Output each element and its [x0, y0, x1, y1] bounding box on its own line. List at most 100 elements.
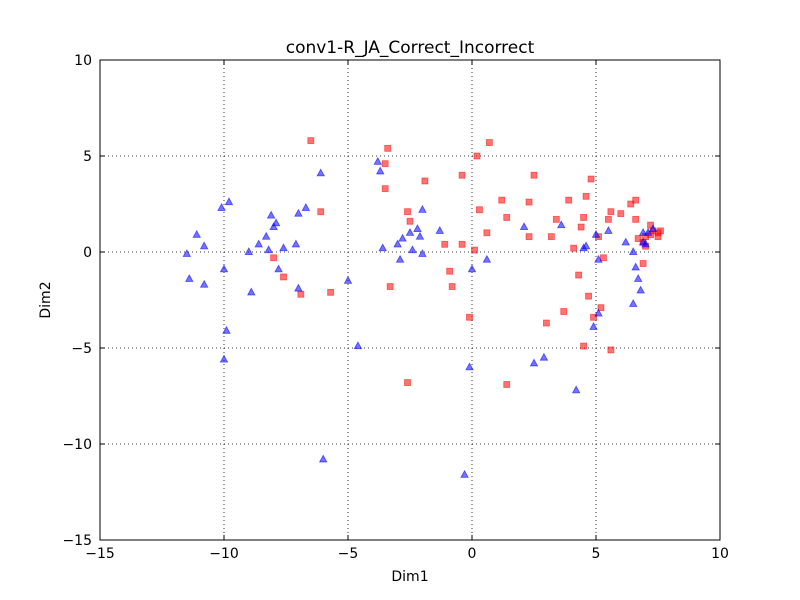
data-point-triangle: [413, 224, 422, 232]
data-point-triangle: [641, 239, 650, 248]
data-point-square: [575, 271, 583, 279]
data-point-square: [582, 192, 590, 200]
y-tick-label: 5: [83, 149, 92, 165]
data-point-triangle: [261, 231, 271, 240]
data-point-triangle: [378, 243, 387, 252]
data-point-triangle: [557, 220, 566, 229]
data-point-triangle: [594, 308, 603, 317]
series-squares: [270, 137, 664, 388]
data-point-square: [421, 177, 429, 185]
grid-lines: [100, 60, 720, 540]
data-point-square: [560, 308, 568, 315]
data-point-square: [307, 137, 315, 145]
data-point-square: [570, 244, 578, 252]
data-point-triangle: [628, 247, 638, 256]
data-point-triangle: [435, 226, 445, 234]
data-point-triangle: [266, 210, 276, 219]
data-point-square: [654, 233, 662, 241]
data-point-triangle: [465, 362, 474, 371]
data-point-triangle: [408, 245, 417, 254]
data-point-triangle: [418, 249, 427, 257]
y-tick-label: −10: [62, 437, 92, 453]
data-point-square: [483, 229, 491, 237]
data-point-square: [386, 283, 394, 290]
data-point-square: [327, 288, 335, 296]
data-point-square: [476, 206, 483, 214]
data-point-square: [580, 342, 587, 350]
data-point-triangle: [482, 254, 492, 263]
data-point-triangle: [279, 243, 288, 252]
data-point-square: [552, 215, 560, 223]
data-point-triangle: [418, 204, 427, 213]
data-point-triangle: [539, 352, 549, 361]
x-tick-labels: −15 −10 −5 0 5 10: [85, 546, 729, 562]
data-point-square: [530, 171, 538, 179]
data-point-triangle: [219, 264, 229, 273]
data-point-triangle: [581, 241, 591, 250]
data-point-square: [458, 240, 466, 248]
data-point-triangle: [519, 222, 529, 231]
data-point-triangle: [460, 469, 469, 478]
data-point-square: [525, 198, 533, 206]
data-point-triangle: [185, 274, 194, 282]
data-point-triangle: [217, 203, 226, 211]
data-point-square: [317, 208, 325, 216]
data-point-triangle: [269, 222, 278, 231]
data-point-triangle: [316, 168, 325, 177]
data-point-triangle: [594, 254, 603, 263]
data-point-square: [404, 208, 411, 216]
data-point-square: [607, 346, 615, 354]
data-point-triangle: [244, 247, 254, 256]
plot-frame: [99, 59, 721, 541]
y-tick-label: −15: [62, 533, 92, 549]
data-point-triangle: [274, 264, 283, 273]
series-triangles: [182, 156, 658, 478]
data-point-square: [404, 379, 411, 386]
data-point-square: [543, 319, 550, 327]
data-point-triangle: [199, 241, 209, 250]
data-point-triangle: [318, 454, 328, 463]
data-point-triangle: [271, 218, 281, 227]
y-tick-label: −5: [71, 341, 92, 357]
data-point-triangle: [571, 385, 581, 394]
data-point-square: [547, 233, 555, 241]
data-point-triangle: [633, 274, 643, 282]
data-point-square: [580, 214, 587, 221]
data-point-triangle: [375, 166, 385, 175]
data-point-triangle: [631, 262, 640, 271]
data-point-square: [597, 304, 605, 312]
data-point-triangle: [621, 237, 631, 246]
x-tick-label: −15: [85, 546, 115, 562]
data-point-square: [448, 283, 456, 290]
data-point-triangle: [343, 275, 353, 284]
data-point-triangle: [291, 239, 301, 248]
y-tick-label: 0: [83, 245, 92, 261]
axis-ticks: [99, 59, 721, 541]
data-point-square: [639, 260, 647, 267]
data-point-triangle: [182, 249, 192, 257]
data-point-triangle: [373, 156, 383, 165]
x-tick-label: 0: [468, 546, 477, 562]
data-point-square: [270, 254, 278, 262]
y-tick-label: 10: [74, 53, 92, 69]
y-tick-labels: −15 −10 −5 0 5 10: [62, 53, 92, 549]
data-point-triangle: [648, 224, 658, 232]
data-point-triangle: [604, 226, 613, 234]
data-point-triangle: [467, 264, 477, 273]
data-point-square: [585, 292, 592, 300]
data-point-square: [525, 233, 533, 241]
data-point-square: [590, 313, 597, 321]
data-point-triangle: [294, 208, 303, 217]
data-point-square: [485, 139, 493, 146]
data-point-square: [657, 227, 664, 235]
y-axis-label: Dim2: [38, 281, 54, 318]
data-point-triangle: [301, 203, 311, 211]
x-tick-label: −5: [338, 546, 359, 562]
data-point-triangle: [294, 283, 303, 292]
data-point-square: [498, 196, 506, 204]
data-point-square: [381, 160, 389, 168]
x-tick-label: 10: [711, 546, 729, 562]
data-point-triangle: [393, 239, 402, 248]
data-point-square: [446, 267, 454, 275]
